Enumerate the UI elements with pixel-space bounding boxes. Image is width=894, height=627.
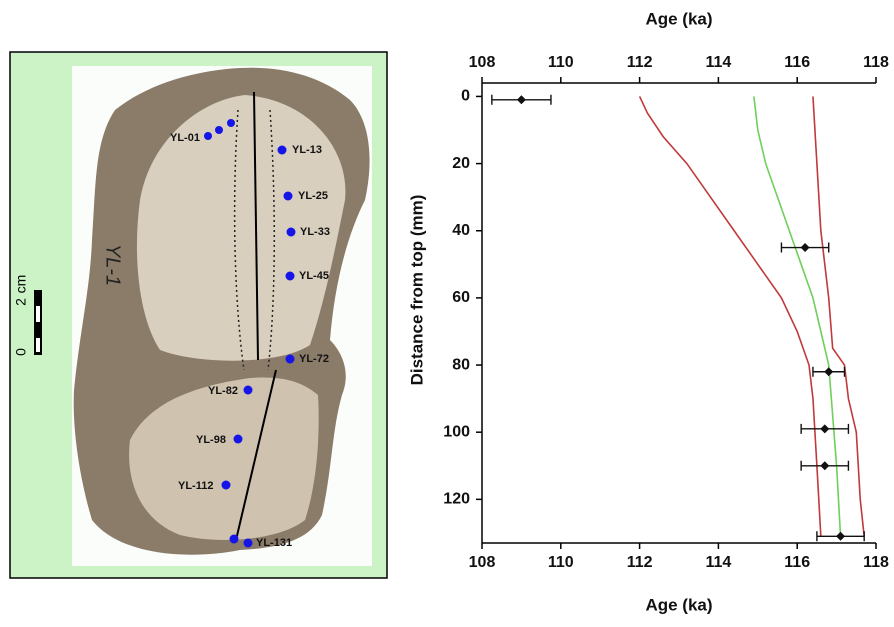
- x-axis-title-top: Age (ka): [645, 9, 712, 28]
- specimen-label: YL-1: [102, 244, 124, 286]
- scale-start: 0: [13, 348, 29, 356]
- x-tick-label: 118: [863, 554, 889, 571]
- data-point: [820, 461, 829, 470]
- x-tick-label: 108: [469, 554, 496, 571]
- x-tick-label-top: 112: [627, 54, 653, 71]
- sample-label: YL-82: [208, 385, 238, 397]
- age-model-line: [813, 96, 864, 536]
- sample-dot: [230, 535, 239, 544]
- scale-bar-segment: [36, 306, 40, 322]
- sample-dot: [222, 481, 231, 490]
- sample-label: YL-33: [300, 226, 330, 238]
- sample-dot: [286, 355, 295, 364]
- x-tick-label-top: 110: [548, 54, 574, 71]
- sample-label: YL-45: [299, 270, 329, 282]
- scale-unit: cm: [13, 275, 29, 294]
- x-tick-label-top: 116: [784, 54, 810, 71]
- y-tick-label: 40: [452, 222, 470, 239]
- x-tick-label-top: 114: [705, 54, 731, 71]
- sample-label: YL-112: [178, 480, 213, 492]
- sample-dot: [244, 539, 253, 548]
- y-tick-label: 80: [452, 356, 470, 373]
- data-point: [820, 424, 829, 433]
- x-tick-label: 114: [705, 554, 731, 571]
- data-point: [801, 243, 810, 252]
- x-axis-title: Age (ka): [645, 595, 712, 614]
- sample-dot: [234, 435, 243, 444]
- scale-end: 2: [13, 298, 29, 306]
- sample-label: YL-25: [298, 190, 328, 202]
- age-model-line: [640, 96, 821, 536]
- y-tick-label: 100: [443, 423, 470, 440]
- sample-dot: [215, 126, 223, 134]
- sample-dot: [284, 192, 293, 201]
- y-tick-label: 120: [443, 491, 470, 508]
- sample-label: YL-98: [196, 434, 226, 446]
- scale-bar-segment: [36, 338, 40, 352]
- x-tick-label: 116: [784, 554, 810, 571]
- sample-label: YL-72: [299, 353, 329, 365]
- y-tick-label: 60: [452, 289, 470, 306]
- data-point: [824, 367, 833, 376]
- sample-label: YL-13: [292, 144, 322, 156]
- x-tick-label-top: 108: [469, 54, 496, 71]
- sample-label: YL-01: [170, 132, 200, 144]
- page: {"specimen": "YL-1", "scale_bar": {"star…: [0, 0, 894, 622]
- sample-dot: [287, 228, 296, 237]
- figure: YL-1 YL-01 YL-13 YL-25 YL-33 YL-45 YL-72…: [0, 0, 894, 622]
- sample-dot: [227, 119, 235, 127]
- sample-dot: [278, 146, 287, 155]
- sample-dot: [286, 272, 295, 281]
- photo-panel: YL-1 YL-01 YL-13 YL-25 YL-33 YL-45 YL-72…: [10, 52, 387, 578]
- sample-dot: [244, 386, 253, 395]
- chart: 108 108 110 110 112 112 114 114 116 116 118 118 0 20 4…: [443, 54, 889, 571]
- data-point: [517, 95, 526, 104]
- y-tick-label: 0: [461, 88, 470, 105]
- age-model-line: [754, 96, 841, 536]
- sample-dot: [204, 132, 212, 140]
- x-tick-label-top: 118: [863, 54, 889, 71]
- data-point: [836, 532, 845, 541]
- x-tick-label: 112: [627, 554, 653, 571]
- y-tick-label: 20: [452, 155, 470, 172]
- sample-label: YL-131: [256, 537, 292, 549]
- y-axis-title: Distance from top (mm): [407, 195, 426, 386]
- x-tick-label: 110: [548, 554, 574, 571]
